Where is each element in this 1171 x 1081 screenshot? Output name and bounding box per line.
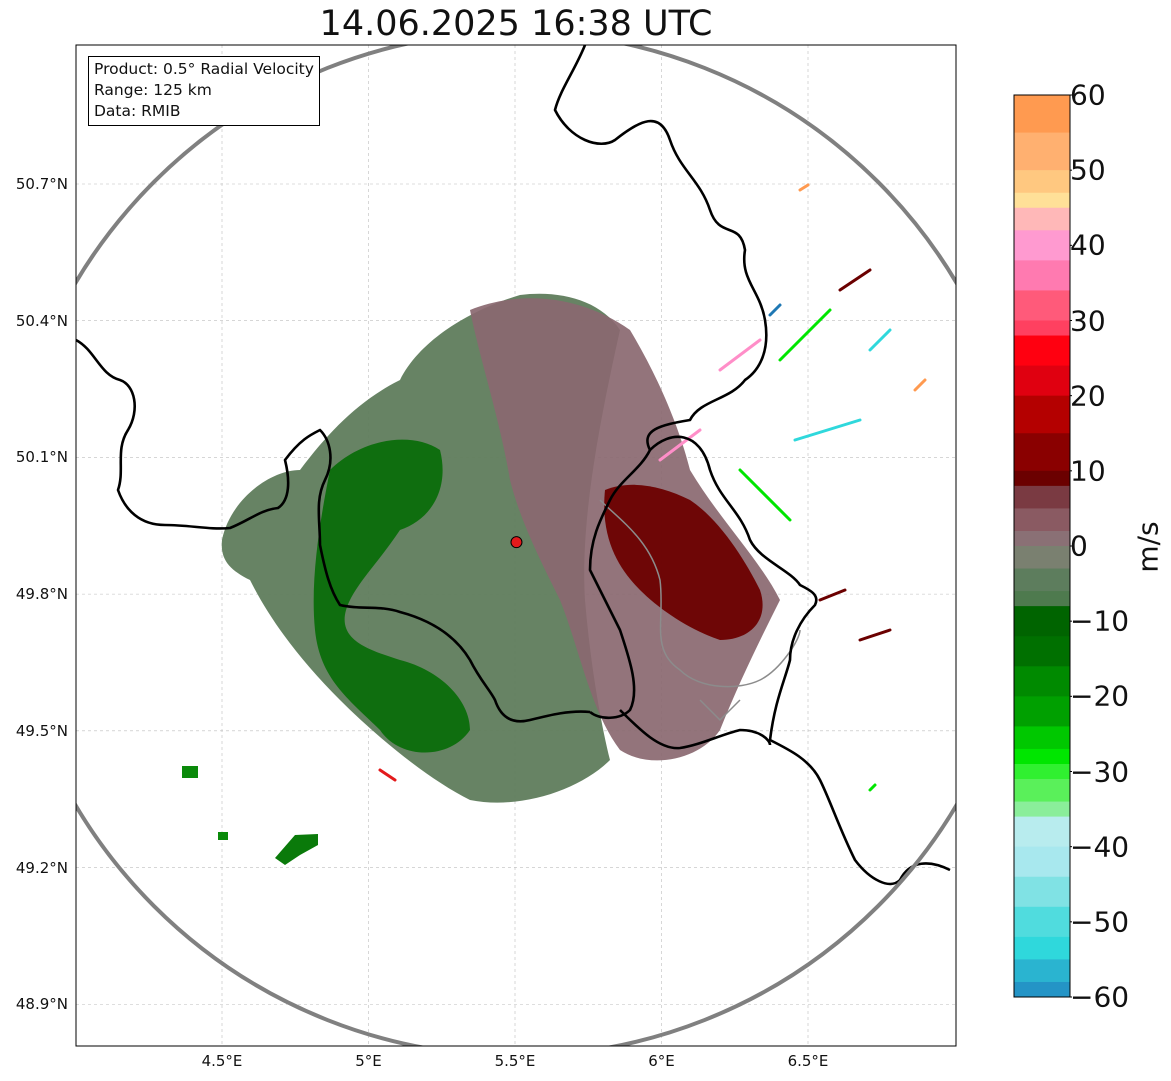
colorbar-segment — [1014, 170, 1070, 194]
latitude-tick-label: 49.8°N — [15, 585, 68, 604]
latitude-tick-label: 48.9°N — [15, 995, 68, 1014]
colorbar-tick-label: 40 — [1070, 228, 1106, 262]
colorbar-segment — [1014, 876, 1070, 908]
colorbar-segment — [1014, 433, 1070, 472]
colorbar-tick-label: 50 — [1070, 153, 1106, 187]
map-title: 14.06.2025 16:38 UTC — [319, 4, 713, 44]
colorbar-segment — [1014, 906, 1070, 938]
colorbar-tick-label: −40 — [1070, 830, 1130, 864]
colorbar-unit-label: m/s — [1131, 521, 1165, 573]
colorbar-segment — [1014, 395, 1070, 434]
colorbar-segment — [1014, 726, 1070, 750]
latitude-tick-label: 50.1°N — [15, 448, 68, 467]
longitude-tick-label: 4.5°E — [201, 1052, 243, 1070]
radar-echoes — [182, 183, 927, 865]
longitude-tick-label: 6°E — [648, 1052, 675, 1070]
colorbar-segment — [1014, 959, 1070, 983]
colorbar-segment — [1014, 207, 1070, 231]
colorbar-segment — [1014, 260, 1070, 291]
colorbar-segment — [1014, 508, 1070, 532]
colorbar-segment — [1014, 748, 1070, 765]
colorbar-tick-label: −50 — [1070, 905, 1130, 939]
colorbar-tick-label: −60 — [1070, 980, 1130, 1014]
clutter-streaks — [378, 183, 927, 792]
range-line: Range: 125 km — [94, 81, 212, 99]
colorbar-segment — [1014, 981, 1070, 998]
colorbar-segment — [1014, 95, 1070, 134]
radar-site-marker — [510, 536, 523, 549]
colorbar-tick-label: −20 — [1070, 679, 1130, 713]
echo-cell — [275, 834, 318, 865]
colorbar-tick-label: −10 — [1070, 604, 1130, 638]
colorbar-segment — [1014, 568, 1070, 592]
colorbar-segment — [1014, 846, 1070, 878]
longitude-tick-label: 6.5°E — [787, 1052, 829, 1070]
velocity-colorbar — [1013, 94, 1072, 998]
latitude-tick-label: 49.2°N — [15, 858, 68, 877]
longitude-tick-label: 5°E — [355, 1052, 382, 1070]
colorbar-tick-label: 30 — [1070, 304, 1106, 337]
product-info-box: Product: 0.5° Radial Velocity Range: 125… — [88, 56, 320, 126]
colorbar-segment — [1014, 591, 1070, 607]
colorbar-segment — [1014, 779, 1070, 803]
colorbar-segment — [1014, 320, 1070, 337]
product-line: Product: 0.5° Radial Velocity — [94, 60, 314, 78]
echo-strong-receding — [604, 484, 763, 640]
colorbar-segment — [1014, 696, 1070, 727]
colorbar-segment — [1014, 470, 1070, 487]
colorbar-segment — [1014, 936, 1070, 960]
colorbar-segment — [1014, 606, 1070, 637]
colorbar-segment — [1014, 801, 1070, 818]
colorbar-segment — [1014, 230, 1070, 261]
colorbar-segment — [1014, 636, 1070, 667]
map-frame — [75, 44, 957, 1047]
echo-cell — [218, 832, 228, 840]
colorbar-tick-label: −30 — [1070, 755, 1130, 788]
colorbar-segment — [1014, 666, 1070, 697]
colorbar-segment — [1014, 763, 1070, 780]
colorbar-tick-label: 20 — [1070, 379, 1106, 413]
colorbar-segment — [1014, 530, 1070, 547]
latitude-tick-label: 50.4°N — [15, 311, 68, 330]
colorbar-segment — [1014, 335, 1070, 367]
longitude-tick-label: 5.5°E — [494, 1052, 536, 1070]
colorbar-tick-label: 0 — [1070, 529, 1088, 563]
colorbar-segment — [1014, 546, 1070, 570]
colorbar-segment — [1014, 192, 1070, 209]
echo-cell — [182, 766, 198, 778]
colorbar-segment — [1014, 132, 1070, 171]
colorbar-segment — [1014, 816, 1070, 848]
colorbar-segment — [1014, 365, 1070, 397]
colorbar-tick-label: 60 — [1070, 78, 1106, 112]
river — [599, 499, 801, 722]
colorbar-tick-label: 10 — [1070, 454, 1106, 488]
colorbar-segment — [1014, 290, 1070, 321]
country-borders — [76, 45, 951, 886]
latitude-tick-label: 50.7°N — [15, 175, 68, 193]
colorbar-segment — [1014, 485, 1070, 509]
echo-strong-approaching — [313, 439, 470, 753]
latitude-tick-label: 49.5°N — [15, 721, 68, 740]
data-source-line: Data: RMIB — [94, 102, 181, 120]
